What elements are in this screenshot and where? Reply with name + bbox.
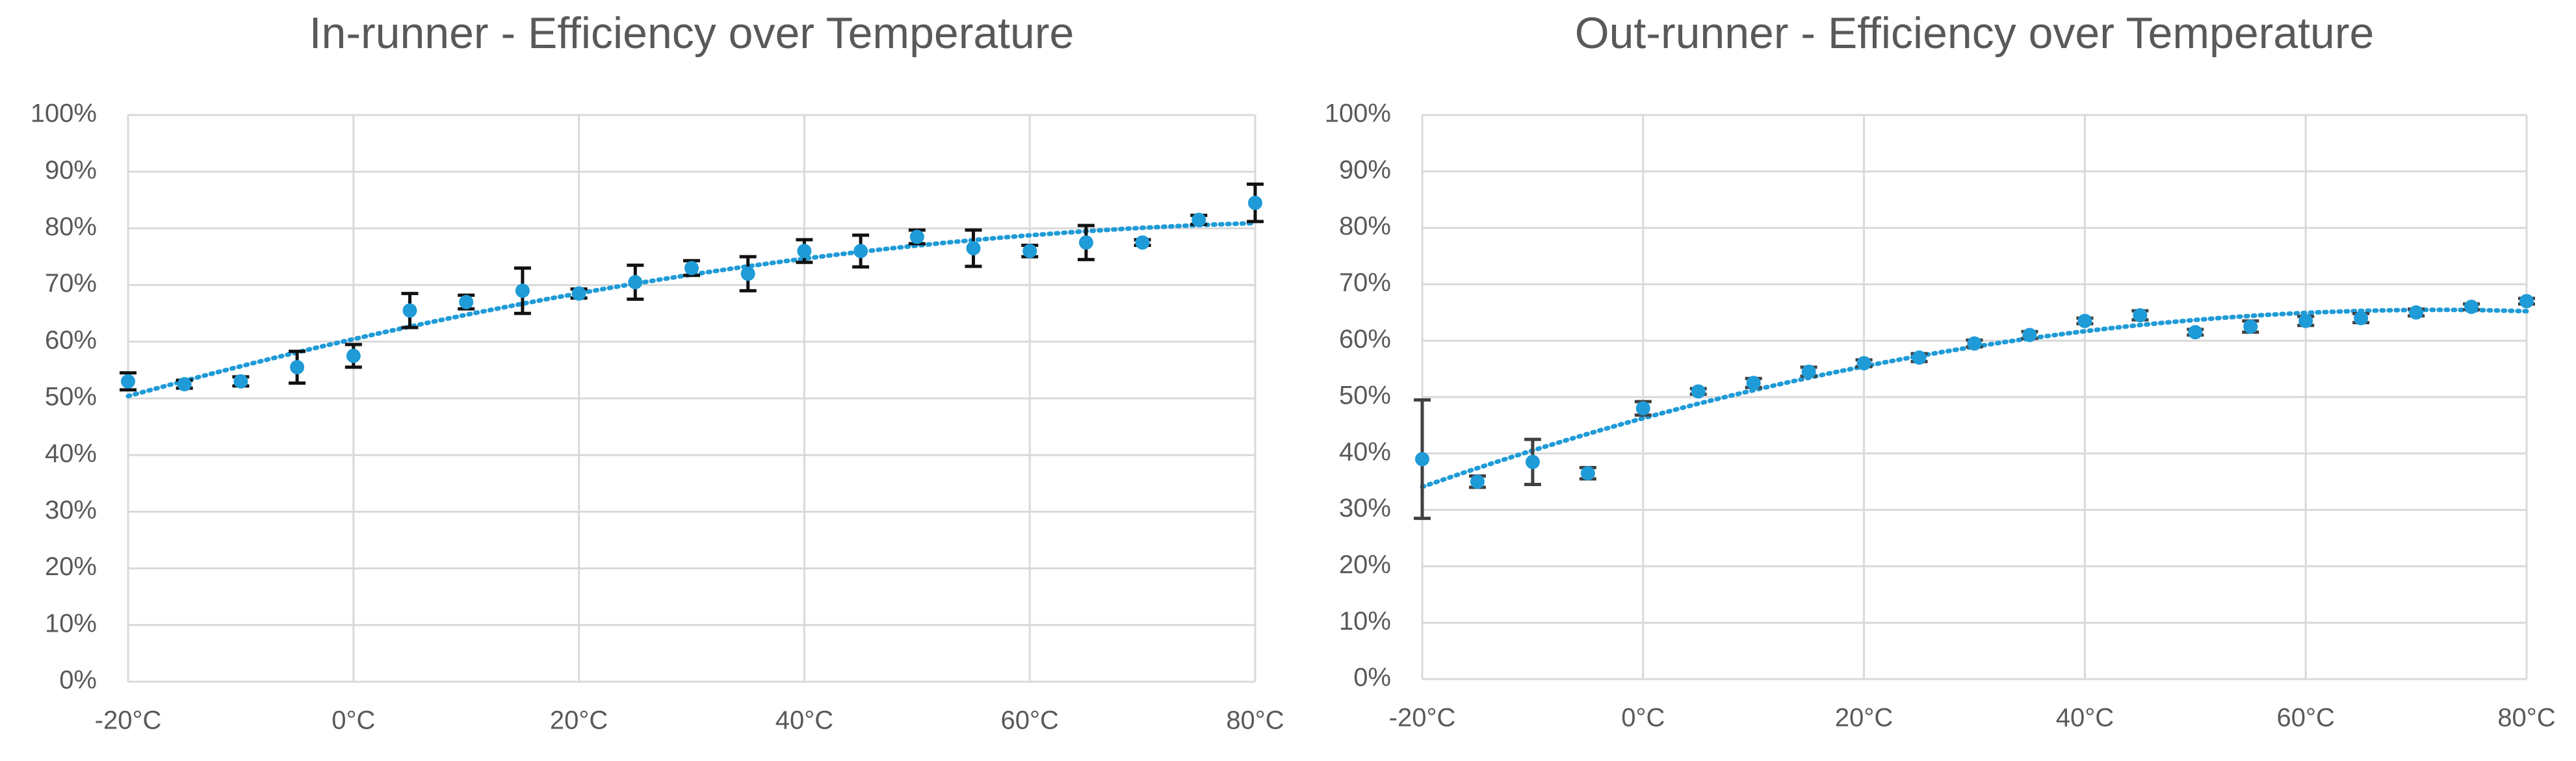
y-tick-label: 100% xyxy=(31,99,97,128)
point xyxy=(1078,235,1093,250)
point xyxy=(1856,355,1871,370)
y-tick-label: 60% xyxy=(1339,325,1391,354)
x-tick-label: 60°C xyxy=(1001,706,1059,735)
point xyxy=(684,261,699,276)
point xyxy=(1248,196,1262,211)
y-tick-label: 90% xyxy=(1339,155,1391,184)
point xyxy=(1691,384,1706,399)
point xyxy=(515,283,530,298)
point xyxy=(177,377,192,392)
x-tick-label: 80°C xyxy=(2497,704,2555,732)
point xyxy=(740,266,755,281)
x-tick-label: 0°C xyxy=(332,706,375,735)
point xyxy=(2077,313,2092,328)
y-tick-label: 20% xyxy=(1339,550,1391,579)
y-tick-label: 0% xyxy=(59,666,97,695)
point xyxy=(1801,364,1816,379)
point xyxy=(459,294,474,309)
x-tick-label: -20°C xyxy=(95,706,162,735)
point xyxy=(1022,244,1037,259)
point xyxy=(1635,401,1650,416)
point xyxy=(346,348,361,363)
y-tick-label: 70% xyxy=(45,269,97,298)
x-tick-label: 40°C xyxy=(775,706,833,735)
point xyxy=(1580,466,1595,481)
point xyxy=(966,240,981,255)
trendline xyxy=(125,220,1258,399)
chart-title: In-runner - Efficiency over Temperature xyxy=(309,8,1074,58)
x-tick-label: 0°C xyxy=(1621,704,1665,732)
point xyxy=(853,244,868,259)
point xyxy=(1746,376,1761,391)
y-tick-label: 50% xyxy=(45,383,97,411)
point xyxy=(1525,454,1540,469)
y-tick-label: 0% xyxy=(1353,664,1391,692)
y-tick-label: 70% xyxy=(1339,268,1391,297)
point xyxy=(2022,328,2037,342)
point xyxy=(402,303,417,318)
point xyxy=(2133,308,2148,323)
y-tick-label: 20% xyxy=(45,552,97,581)
point xyxy=(1967,336,1982,351)
point xyxy=(628,275,643,290)
point xyxy=(909,229,924,244)
x-tick-label: 20°C xyxy=(1835,704,1893,732)
point xyxy=(2298,313,2313,328)
point xyxy=(2188,325,2203,340)
y-tick-label: 40% xyxy=(1339,437,1391,466)
point xyxy=(2243,319,2258,334)
x-tick-label: 80°C xyxy=(1226,706,1284,735)
point xyxy=(2519,294,2534,309)
point xyxy=(571,286,586,301)
y-tick-label: 10% xyxy=(1339,607,1391,636)
chart-title: Out-runner - Efficiency over Temperature xyxy=(1575,8,2374,58)
y-tick-label: 100% xyxy=(1325,99,1391,128)
x-tick-label: -20°C xyxy=(1389,704,1456,732)
x-tick-label: 60°C xyxy=(2277,704,2335,732)
point xyxy=(233,374,248,389)
point xyxy=(121,374,135,389)
y-tick-label: 40% xyxy=(45,439,97,468)
y-tick-label: 90% xyxy=(45,156,97,185)
y-tick-label: 30% xyxy=(1339,494,1391,522)
point xyxy=(290,360,305,375)
point xyxy=(2464,300,2479,315)
point xyxy=(797,244,812,259)
point xyxy=(2354,311,2369,326)
y-tick-label: 80% xyxy=(45,213,97,241)
x-tick-label: 20°C xyxy=(550,706,608,735)
point xyxy=(1135,235,1150,250)
y-tick-label: 10% xyxy=(45,609,97,638)
point xyxy=(1912,350,1927,365)
y-tick-label: 50% xyxy=(1339,381,1391,410)
point xyxy=(2409,305,2424,320)
x-tick-label: 40°C xyxy=(2056,704,2114,732)
point xyxy=(1415,452,1429,467)
y-tick-label: 60% xyxy=(45,326,97,354)
y-tick-label: 80% xyxy=(1339,212,1391,240)
point xyxy=(1191,213,1206,227)
point xyxy=(1470,474,1485,489)
y-tick-label: 30% xyxy=(45,496,97,524)
